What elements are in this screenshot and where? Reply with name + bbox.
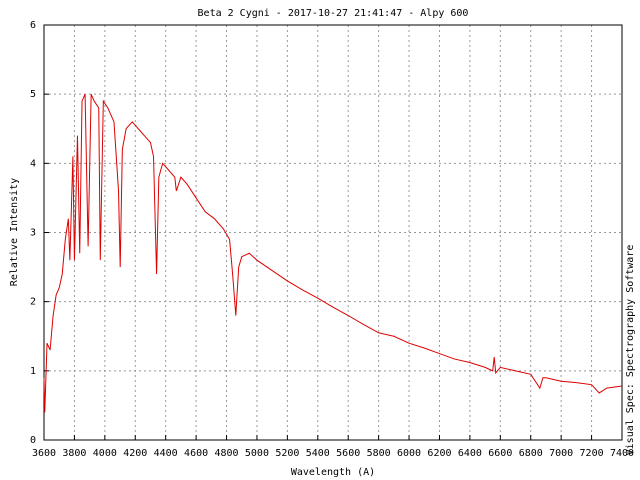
y-tick-label: 3: [30, 228, 36, 239]
y-tick-label: 5: [30, 89, 36, 100]
x-tick-label: 3600: [32, 448, 56, 459]
x-tick-label: 6400: [458, 448, 482, 459]
x-tick-label: 5000: [245, 448, 269, 459]
x-tick-label: 6200: [427, 448, 451, 459]
x-tick-label: 5200: [275, 448, 299, 459]
x-tick-label: 4400: [154, 448, 178, 459]
y-tick-label: 1: [30, 366, 36, 377]
x-tick-label: 6000: [397, 448, 421, 459]
x-tick-label: 4000: [93, 448, 117, 459]
x-axis-label: Wavelength (A): [291, 467, 375, 478]
y-tick-label: 6: [30, 20, 36, 31]
y-tick-label: 4: [30, 158, 36, 169]
x-tick-label: 3800: [62, 448, 86, 459]
x-tick-label: 4800: [214, 448, 238, 459]
x-tick-label: 7400: [610, 448, 634, 459]
x-tick-label: 5600: [336, 448, 360, 459]
x-tick-label: 6800: [519, 448, 543, 459]
x-tick-label: 6600: [488, 448, 512, 459]
x-tick-label: 4600: [184, 448, 208, 459]
chart-title: Beta 2 Cygni - 2017-10-27 21:41:47 - Alp…: [198, 8, 469, 19]
x-tick-label: 7000: [549, 448, 573, 459]
spectrum-line: [43, 93, 623, 413]
y-tick-label: 2: [30, 297, 36, 308]
annotation: Visual Spec: Spectrography Software: [625, 245, 636, 456]
x-tick-label: 7200: [580, 448, 604, 459]
y-axis-label: Relative Intensity: [9, 178, 20, 286]
x-tick-label: 5800: [367, 448, 391, 459]
y-tick-label: 0: [30, 435, 36, 446]
x-tick-label: 5400: [306, 448, 330, 459]
plot-frame: [43, 24, 623, 441]
x-tick-label: 4200: [123, 448, 147, 459]
